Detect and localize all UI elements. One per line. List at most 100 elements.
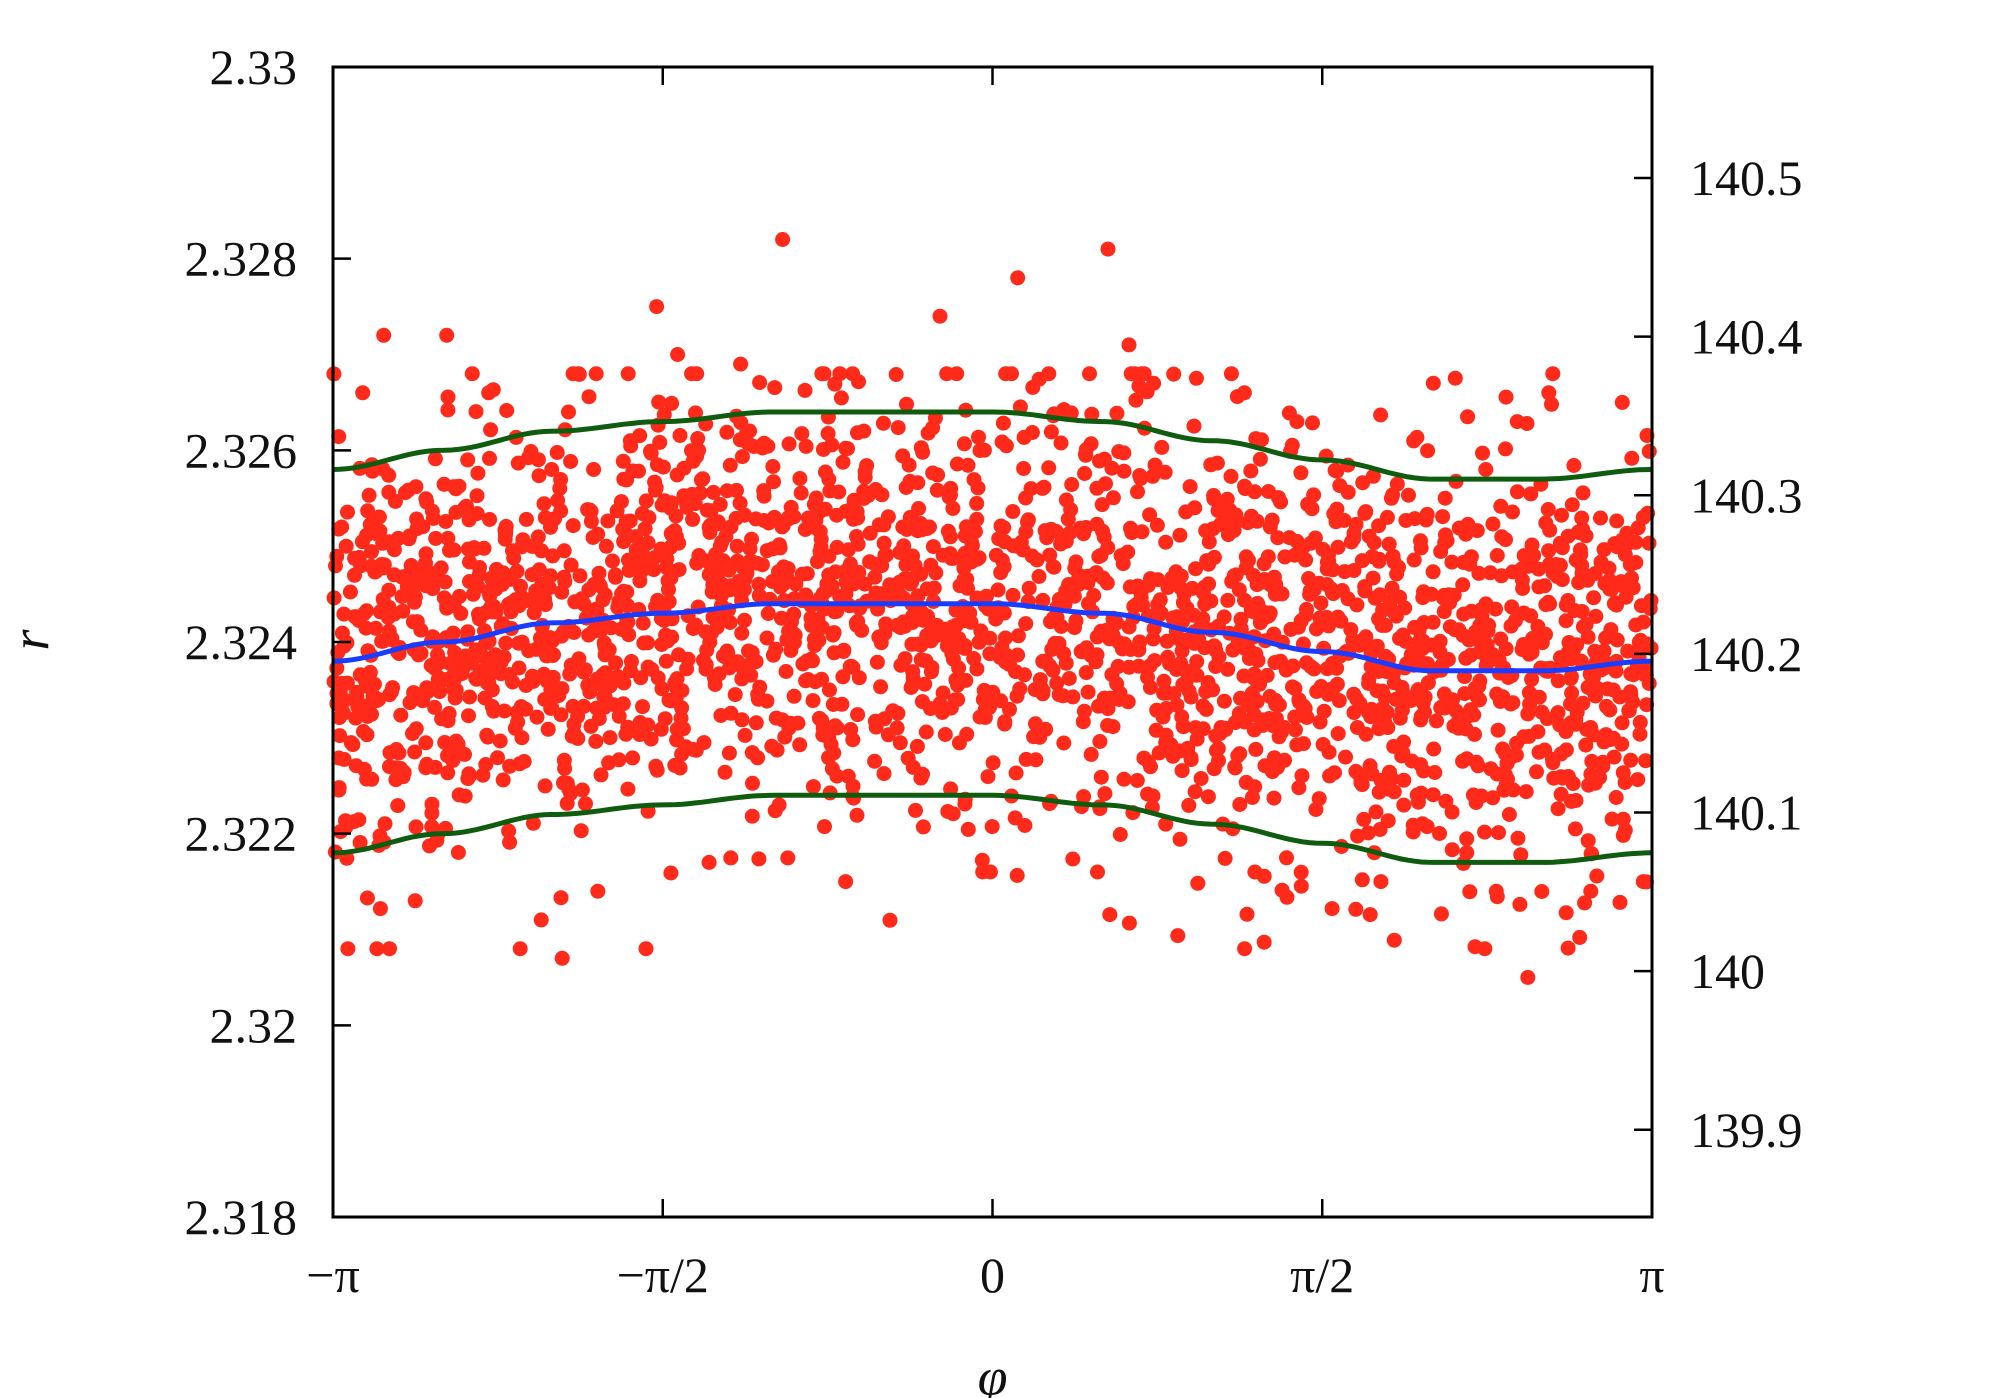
data-point <box>1380 781 1396 797</box>
data-point <box>1158 816 1174 832</box>
data-point <box>468 404 484 420</box>
data-point <box>1128 392 1144 408</box>
data-point <box>995 415 1011 431</box>
data-point <box>1247 779 1263 795</box>
data-point <box>1493 498 1509 514</box>
data-point <box>650 592 666 608</box>
data-point <box>1173 633 1189 649</box>
data-point <box>643 731 659 747</box>
data-point <box>634 506 650 522</box>
x-tick-label: π/2 <box>1290 1247 1354 1303</box>
data-point <box>1619 537 1635 553</box>
data-point <box>1349 720 1365 735</box>
data-point <box>653 721 669 737</box>
data-point <box>384 684 399 700</box>
data-point <box>590 883 606 899</box>
data-point <box>1379 704 1395 720</box>
data-point <box>1582 666 1598 682</box>
data-point <box>597 647 613 663</box>
data-point <box>1612 689 1628 705</box>
data-point <box>521 450 536 466</box>
data-point <box>1188 561 1204 577</box>
data-point <box>407 893 423 909</box>
data-point <box>949 456 965 472</box>
data-point <box>1001 656 1017 672</box>
data-point <box>1096 529 1112 545</box>
data-point <box>876 535 892 551</box>
data-point <box>1435 509 1451 525</box>
data-point <box>890 420 906 436</box>
data-point <box>418 735 434 751</box>
y-tick-label: 2.33 <box>210 39 298 95</box>
data-point <box>1509 414 1525 430</box>
data-point <box>611 708 627 724</box>
data-point <box>976 442 992 458</box>
data-point <box>837 563 853 579</box>
data-point <box>1459 831 1475 847</box>
data-point <box>951 631 967 647</box>
data-point <box>867 753 883 769</box>
data-point <box>790 715 806 731</box>
data-point <box>752 679 768 695</box>
data-point <box>399 579 415 594</box>
data-point <box>1396 734 1412 750</box>
data-point <box>1444 842 1460 858</box>
data-point <box>450 845 466 860</box>
data-point <box>638 941 654 957</box>
data-point <box>1217 850 1233 866</box>
data-point <box>1555 770 1571 786</box>
data-point <box>1432 633 1448 649</box>
data-point <box>1299 709 1315 725</box>
data-point <box>862 525 878 541</box>
data-point <box>600 513 616 529</box>
data-point <box>438 514 454 529</box>
data-point <box>767 380 783 396</box>
data-point <box>862 554 878 570</box>
data-point <box>1587 643 1603 659</box>
data-point <box>1541 543 1557 559</box>
data-point <box>1220 661 1236 677</box>
data-point <box>1589 868 1605 884</box>
data-point <box>1031 569 1047 584</box>
data-point <box>563 454 579 469</box>
data-point <box>1241 552 1256 568</box>
data-point <box>661 594 677 610</box>
data-point <box>1156 673 1172 689</box>
data-point <box>836 644 851 659</box>
data-point <box>998 366 1014 382</box>
data-point <box>434 711 450 727</box>
data-point <box>1016 461 1032 476</box>
data-point <box>1630 772 1646 788</box>
data-point <box>904 678 920 694</box>
data-point <box>1498 389 1514 405</box>
data-point <box>1094 497 1110 513</box>
data-point <box>928 565 944 581</box>
data-point <box>598 675 614 691</box>
data-point <box>1584 753 1600 769</box>
data-point <box>1056 646 1072 662</box>
data-point <box>1451 713 1467 729</box>
data-point <box>402 695 418 711</box>
data-point <box>663 500 679 516</box>
data-point <box>795 656 811 672</box>
data-point <box>1364 549 1380 565</box>
data-point <box>786 509 802 525</box>
data-point <box>1024 425 1040 440</box>
data-point <box>1021 580 1037 596</box>
data-point <box>806 631 822 647</box>
data-point <box>736 582 752 597</box>
data-point <box>1149 702 1165 718</box>
data-point <box>536 496 552 512</box>
data-point <box>721 745 737 761</box>
data-point <box>1534 884 1550 899</box>
data-point <box>1438 793 1454 809</box>
data-point <box>633 670 649 686</box>
data-point <box>457 788 473 804</box>
data-point <box>1053 618 1069 634</box>
data-point <box>549 445 565 460</box>
data-point <box>651 394 667 410</box>
data-point <box>1394 702 1410 718</box>
data-point <box>1091 549 1107 565</box>
data-point <box>1035 592 1051 608</box>
data-point <box>735 560 751 576</box>
